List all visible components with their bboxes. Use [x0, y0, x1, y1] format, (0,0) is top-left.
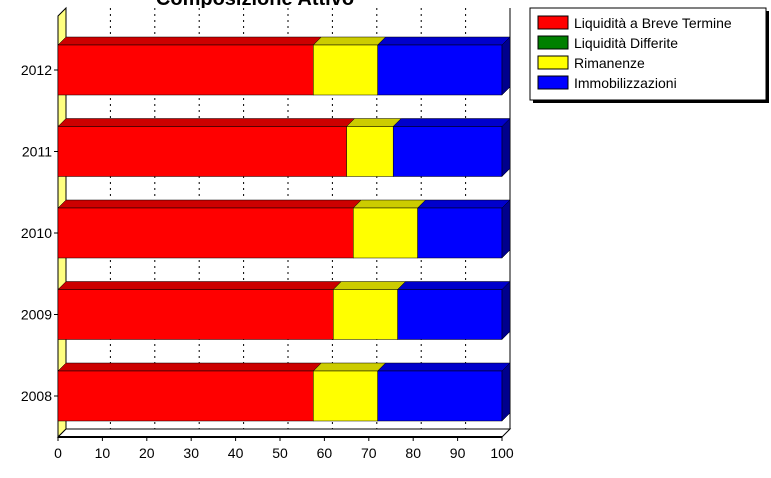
bar-end-face-2009	[501, 280, 511, 341]
bar-2012-Immobilizzazioni	[377, 36, 511, 96]
bar-2012-Liquidità a Breve Termine	[57, 36, 322, 96]
bar-front-face	[346, 126, 394, 177]
bar-end-face-2008	[501, 362, 511, 422]
bars	[57, 36, 511, 422]
y-tick-label: 2010	[21, 225, 52, 241]
bar-2011-Rimanenze	[345, 118, 402, 177]
bar-top-face	[352, 199, 427, 209]
legend-label: Immobilizzazioni	[574, 75, 677, 91]
bar-front-face	[57, 126, 347, 177]
x-axis: 0 10 20 30 40 50 60 70 80 90 100	[54, 437, 514, 461]
bar-2010-Immobilizzazioni	[417, 199, 511, 259]
bar-2010-Rimanenze	[352, 199, 427, 259]
bar-top-face	[377, 36, 511, 46]
legend-swatch	[537, 75, 569, 90]
bar-front-face	[397, 289, 503, 340]
bar-top-face	[57, 199, 362, 209]
bar-top-face	[57, 362, 322, 372]
y-tick-label: 2009	[21, 307, 52, 323]
bar-2008-Immobilizzazioni	[377, 362, 511, 422]
x-tick-label: 70	[361, 445, 377, 461]
bar-top-face	[332, 281, 407, 290]
y-tick-label: 2008	[21, 388, 52, 404]
bar-front-face	[417, 207, 503, 259]
bar-top-face	[312, 36, 387, 46]
y-tick-label: 2011	[22, 144, 52, 160]
x-tick-label: 100	[490, 445, 514, 461]
bar-2008-Liquidità a Breve Termine	[57, 362, 322, 422]
bar-top-face	[57, 281, 342, 290]
bar-top-face	[397, 281, 511, 290]
y-tick-label: 2012	[21, 62, 52, 78]
bar-end-face-2011	[501, 117, 511, 178]
bar-2011-Liquidità a Breve Termine	[57, 118, 356, 177]
bar-front-face	[57, 289, 334, 340]
bar-front-face	[353, 207, 418, 259]
x-tick-label: 10	[95, 445, 111, 461]
x-tick-label: 20	[139, 445, 155, 461]
bar-top-face	[312, 362, 387, 372]
bar-front-face	[377, 44, 503, 96]
bar-top-face	[417, 199, 511, 209]
bar-top-face	[345, 118, 402, 127]
bar-2012-Rimanenze	[312, 36, 387, 96]
legend-swatch	[537, 15, 569, 30]
y-axis: 2012 2011 2010 2009 2008	[21, 62, 58, 404]
bar-top-face	[392, 118, 511, 127]
x-tick-label: 50	[272, 445, 288, 461]
x-tick-label: 30	[183, 445, 199, 461]
bar-front-face	[57, 370, 314, 422]
legend: Liquidità a Breve Termine Liquidità Diffe…	[529, 7, 769, 103]
bar-front-face	[392, 126, 503, 177]
bar-2010-Liquidità a Breve Termine	[57, 199, 362, 259]
chart-title: Composizione Attivo	[156, 0, 354, 10]
legend-box	[529, 7, 767, 101]
bar-top-face	[57, 118, 356, 127]
bar-end-face-2010	[501, 199, 511, 259]
x-tick-label: 60	[317, 445, 333, 461]
x-tick-label: 40	[228, 445, 244, 461]
legend-label: Liquidità Differite	[574, 35, 678, 51]
bar-front-face	[57, 207, 354, 259]
bar-2009-Rimanenze	[332, 281, 407, 340]
x-tick-label: 0	[54, 445, 62, 461]
legend-label: Rimanenze	[574, 55, 645, 71]
legend-swatch	[537, 55, 569, 70]
bar-2008-Rimanenze	[312, 362, 387, 422]
x-tick-label: 90	[450, 445, 466, 461]
legend-swatch	[537, 35, 569, 50]
bar-2009-Immobilizzazioni	[397, 281, 511, 340]
bar-front-face	[313, 44, 378, 96]
plot-floor	[56, 428, 512, 438]
bar-front-face	[57, 44, 314, 96]
x-tick-label: 80	[405, 445, 421, 461]
bar-2009-Liquidità a Breve Termine	[57, 281, 342, 340]
bar-end-face-2012	[501, 36, 511, 96]
legend-label: Liquidità a Breve Termine	[574, 15, 732, 31]
bar-top-face	[57, 36, 322, 46]
bar-front-face	[377, 370, 503, 422]
bar-2011-Immobilizzazioni	[392, 118, 511, 177]
bar-top-face	[377, 362, 511, 372]
bar-front-face	[333, 289, 398, 340]
bar-front-face	[313, 370, 378, 422]
